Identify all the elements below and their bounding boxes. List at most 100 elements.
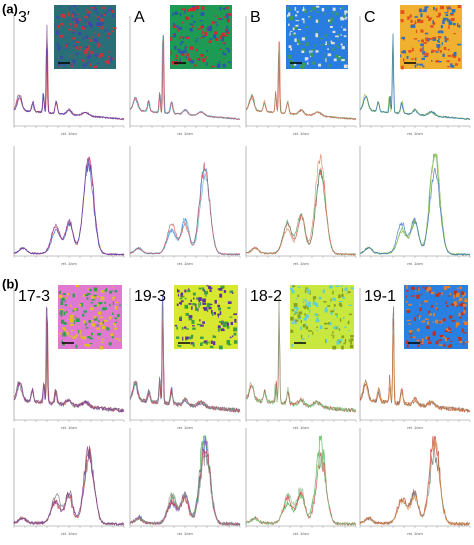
inset-speckle [200, 342, 203, 346]
inset-speckle [65, 43, 68, 48]
inset-speckle [445, 14, 449, 17]
inset-speckle [325, 58, 327, 63]
inset-speckle [112, 14, 115, 18]
inset-speckle [202, 307, 205, 310]
inset-speckle [421, 320, 426, 323]
spectrum [13, 162, 124, 256]
inset-speckle [100, 15, 103, 17]
inset-speckle [341, 345, 344, 350]
inset-speckle [87, 55, 90, 60]
inset-speckle [457, 24, 461, 28]
inset-speckle [338, 302, 342, 306]
inset-speckle [343, 35, 347, 38]
inset-speckle [73, 21, 76, 23]
inset-speckle [89, 39, 93, 42]
inset-speckle [85, 9, 88, 11]
inset-speckle [315, 50, 319, 53]
inset-speckle [69, 304, 72, 307]
inset-speckle [435, 340, 439, 345]
inset-speckle [305, 303, 308, 306]
inset-speckle [298, 315, 301, 319]
inset-speckle [453, 301, 457, 305]
inset-speckle [97, 311, 101, 315]
inset-speckle [464, 298, 467, 302]
inset-speckle [325, 41, 327, 44]
inset-speckle [112, 312, 114, 315]
inset-speckle [195, 39, 198, 41]
inset-speckle [426, 15, 429, 18]
inset-speckle [190, 334, 194, 338]
inset-speckle [222, 323, 227, 328]
axis-label: rel. 1/cm [407, 425, 423, 430]
inset-speckle [423, 42, 427, 44]
inset-speckle [192, 327, 196, 330]
inset-speckle [333, 326, 337, 329]
inset-speckle [181, 292, 184, 296]
inset-speckle [403, 58, 405, 62]
inset-speckle [197, 323, 201, 326]
inset-speckle [201, 342, 206, 344]
inset-speckle [223, 59, 225, 60]
inset-speckle [294, 321, 297, 325]
inset-speckle [459, 297, 463, 301]
inset-speckle [100, 26, 103, 30]
inset-speckle [295, 24, 299, 27]
inset-speckle [291, 65, 295, 69]
inset-speckle [86, 62, 90, 64]
inset-speckle [215, 37, 219, 41]
inset-speckle [83, 320, 86, 324]
inset-speckle [230, 321, 233, 325]
panel-label: 3′ [18, 9, 30, 26]
inset-image [290, 285, 354, 350]
inset-speckle [191, 25, 195, 28]
inset-speckle [176, 27, 178, 29]
inset-speckle [71, 31, 75, 34]
inset-speckle [58, 65, 60, 68]
inset-speckle [443, 18, 445, 22]
inset-speckle [343, 64, 348, 69]
inset-speckle [330, 26, 333, 28]
inset-speckle [226, 322, 229, 326]
inset-speckle [419, 304, 421, 306]
inset-speckle [60, 297, 65, 301]
inset-speckle [219, 6, 222, 11]
inset-speckle [82, 37, 85, 40]
inset-speckle [192, 303, 196, 306]
inset-speckle [190, 29, 194, 32]
inset-speckle [315, 33, 318, 38]
inset-speckle [418, 8, 422, 13]
inset-speckle [427, 5, 429, 9]
inset-speckle [204, 32, 208, 36]
inset-speckle [460, 302, 465, 307]
inset-speckle [95, 41, 99, 43]
inset-speckle [72, 11, 74, 16]
inset-speckle [426, 288, 429, 293]
inset-speckle [106, 328, 110, 331]
inset-speckle [438, 12, 441, 17]
inset-speckle [341, 293, 344, 297]
inset-speckle [201, 35, 206, 38]
inset-speckle [418, 64, 423, 66]
inset-speckle [412, 47, 414, 52]
inset-speckle [217, 325, 221, 329]
inset-speckle [422, 286, 424, 289]
inset-speckle [97, 41, 99, 46]
spectrum [359, 436, 471, 527]
inset-speckle [224, 35, 228, 37]
inset-speckle [65, 297, 68, 299]
inset-speckle [414, 22, 417, 24]
inset-speckle [71, 54, 73, 59]
panel-label: 17-3 [18, 288, 50, 305]
inset-speckle [85, 46, 90, 51]
spectrum [129, 306, 241, 413]
inset-speckle [454, 63, 458, 66]
inset-speckle [63, 293, 66, 295]
inset-speckle [115, 301, 119, 304]
inset-speckle [459, 340, 463, 343]
inset-speckle [324, 34, 328, 37]
inset-speckle [415, 290, 417, 292]
panel-label: C [364, 9, 376, 26]
inset-speckle [315, 31, 317, 33]
inset-speckle [416, 328, 420, 332]
inset-speckle [405, 295, 407, 298]
